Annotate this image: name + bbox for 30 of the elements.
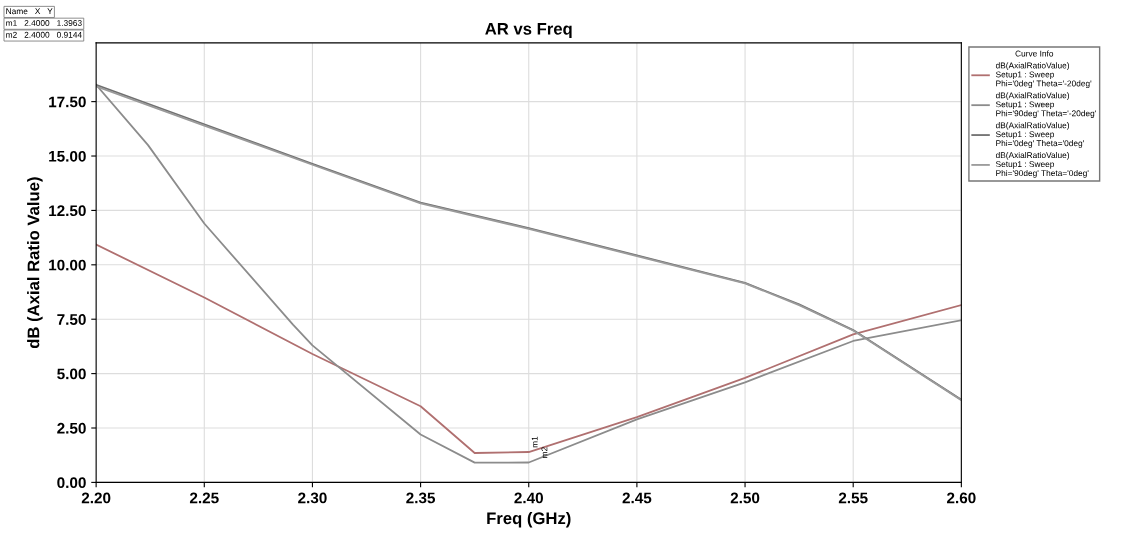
text: m1 2.4000 1.3963 [6, 20, 82, 26]
y-tick-label: 0.00 [57, 477, 86, 489]
y-tick-label: 2.50 [57, 422, 86, 434]
y-axis-title: dB (Axial Ratio Value) [27, 177, 43, 349]
y-tick-label: 7.50 [57, 314, 86, 325]
legend-title: Curve Info [1015, 50, 1054, 57]
y-tick-label: 12.50 [49, 205, 86, 217]
x-tick-label: 2.20 [81, 492, 111, 504]
x-tick-label: 2.45 [622, 492, 652, 504]
legend-label: dB(AxialRatioValue) Setup1 : Sweep Phi='90deg' Theta='0deg' [995, 151, 1089, 178]
x-tick-label: 2.40 [514, 492, 543, 504]
x-tick-label: 2.25 [189, 492, 219, 504]
annotation: m1 [531, 436, 538, 448]
y-tick-label: 15.00 [49, 150, 86, 162]
x-tick-label: 2.30 [298, 492, 327, 504]
x-tick-label: 2.35 [406, 492, 436, 504]
y-tick-label: 10.00 [49, 259, 86, 271]
chart-title: AR vs Freq [485, 23, 572, 38]
text: Name X Y [6, 8, 53, 15]
x-tick-label: 2.55 [838, 492, 868, 504]
legend-label: dB(AxialRatioValue) Setup1 : Sweep Phi='0deg' Theta='-20deg' [995, 62, 1092, 89]
annotation: m2 [541, 447, 548, 458]
x-tick-label: 2.60 [947, 492, 976, 504]
x-tick-label: 2.50 [730, 492, 760, 504]
legend-label: dB(AxialRatioValue) Setup1 : Sweep Phi='0deg' Theta='0deg' [995, 122, 1084, 148]
y-tick-label: 17.50 [49, 96, 86, 108]
y-tick-label: 5.00 [57, 368, 86, 380]
x-axis-title: Freq (GHz) [487, 511, 571, 528]
legend-label: dB(AxialRatioValue) Setup1 : Sweep Phi='90deg' Theta='-20deg' [995, 92, 1096, 118]
text: m2 2.4000 0.9144 [6, 31, 82, 38]
